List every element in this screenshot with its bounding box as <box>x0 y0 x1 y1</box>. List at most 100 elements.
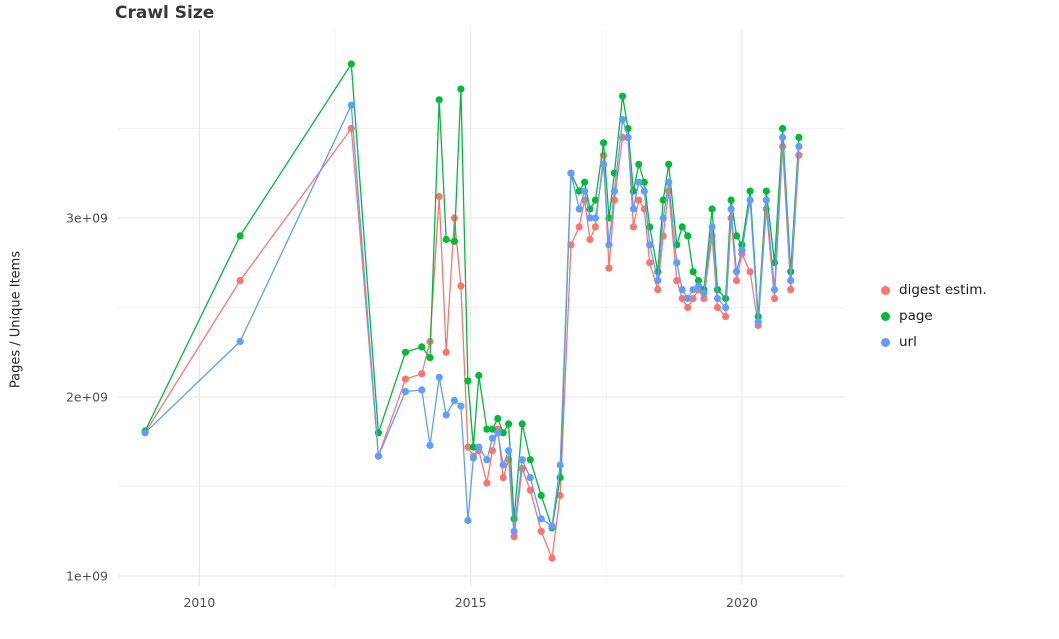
data-point <box>708 223 716 231</box>
data-point <box>450 237 458 245</box>
data-point <box>629 205 638 213</box>
data-point <box>418 343 426 351</box>
data-point <box>640 178 648 186</box>
data-point <box>727 196 735 204</box>
data-point <box>727 205 735 213</box>
data-point <box>795 133 803 141</box>
legend-item-url: url <box>881 334 987 350</box>
data-point <box>678 294 686 303</box>
data-point <box>236 277 244 285</box>
data-point <box>510 533 518 541</box>
data-point <box>401 388 410 396</box>
data-point <box>475 371 483 380</box>
data-point <box>646 241 654 249</box>
data-point <box>548 554 556 562</box>
data-point <box>654 286 662 294</box>
data-point <box>236 232 244 240</box>
data-point <box>654 277 662 285</box>
data-point <box>787 277 795 285</box>
data-point <box>605 241 613 249</box>
data-point <box>746 187 754 195</box>
data-point <box>537 515 545 523</box>
legend: digest estim. page url <box>881 282 987 350</box>
data-point <box>659 214 667 222</box>
data-point <box>673 259 681 267</box>
data-point <box>732 232 741 240</box>
data-point <box>483 425 491 433</box>
data-point <box>619 92 627 100</box>
y-tick-label: 3e+09 <box>66 210 108 225</box>
data-point <box>665 178 673 186</box>
data-point <box>457 85 465 93</box>
data-point <box>483 479 491 487</box>
data-point <box>556 461 564 469</box>
data-point <box>722 303 730 312</box>
data-point <box>708 205 716 213</box>
data-point <box>600 160 608 168</box>
data-point <box>713 286 722 294</box>
data-point <box>488 447 496 455</box>
data-point <box>700 289 708 297</box>
data-point <box>510 527 518 535</box>
data-point <box>770 286 779 294</box>
data-point <box>347 60 355 68</box>
data-point <box>464 443 472 451</box>
data-point <box>635 160 643 168</box>
data-point <box>435 96 443 104</box>
data-point <box>713 294 722 303</box>
data-point <box>787 286 795 294</box>
x-tick-label: 2010 <box>183 595 215 610</box>
data-point <box>483 456 491 464</box>
legend-item-page: page <box>881 308 987 324</box>
data-point <box>762 187 770 195</box>
data-point <box>469 443 477 451</box>
data-point <box>678 286 686 294</box>
data-point <box>624 133 632 141</box>
data-point <box>505 420 513 428</box>
data-point <box>610 187 619 195</box>
data-point <box>505 447 513 455</box>
data-point <box>689 294 697 303</box>
data-point <box>494 414 502 423</box>
data-point <box>689 286 697 294</box>
data-point <box>426 354 434 362</box>
data-point <box>795 142 803 150</box>
data-point <box>610 196 619 204</box>
data-point <box>640 187 648 195</box>
data-point <box>591 223 600 231</box>
data-point <box>457 402 465 410</box>
data-point <box>488 434 496 442</box>
data-point <box>732 268 741 276</box>
data-point <box>141 429 149 437</box>
data-point <box>567 169 575 177</box>
data-point <box>435 373 443 381</box>
data-point <box>518 456 526 464</box>
data-point <box>591 196 600 204</box>
data-point <box>526 474 534 482</box>
data-point <box>694 277 703 285</box>
data-point <box>754 318 762 326</box>
data-point <box>374 452 382 460</box>
data-point <box>518 420 526 428</box>
data-point <box>499 429 507 437</box>
data-point <box>746 196 754 204</box>
legend-dot-digest-estim-icon <box>881 285 890 295</box>
data-point <box>779 124 787 133</box>
data-point <box>469 454 477 462</box>
y-tick-label: 2e+09 <box>66 390 108 405</box>
data-point <box>401 348 410 356</box>
data-point <box>575 223 583 231</box>
data-point <box>464 377 472 385</box>
data-point <box>586 214 594 222</box>
data-point <box>713 303 722 312</box>
data-point <box>450 214 458 222</box>
data-point <box>537 491 545 500</box>
series-line-url <box>144 104 800 532</box>
data-point <box>732 277 741 285</box>
data-point <box>494 429 502 437</box>
data-point <box>548 522 556 530</box>
data-point <box>678 223 686 231</box>
data-point <box>673 277 681 285</box>
